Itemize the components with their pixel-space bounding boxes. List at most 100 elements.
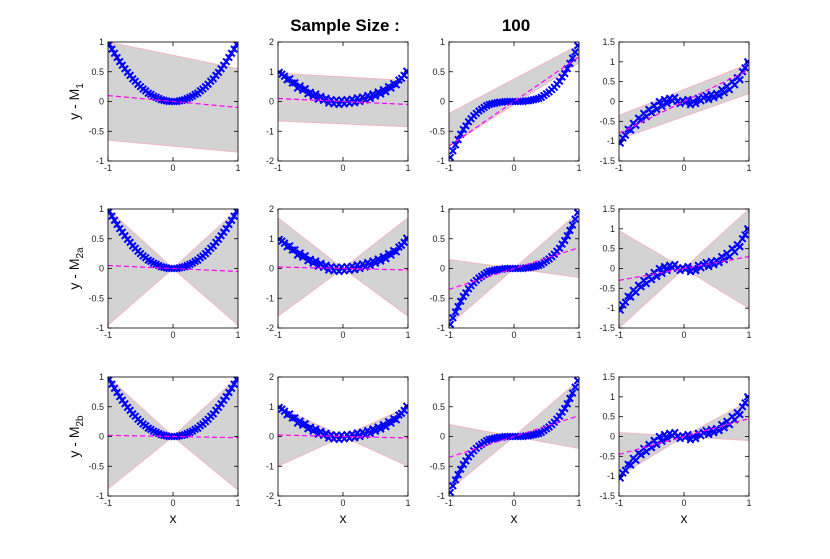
row-label-1: y - M1 xyxy=(66,83,86,120)
panel-r1-c3: -1 -0.5 0 0.5 1 -1 0 1 xyxy=(429,37,581,173)
uncertainty-band xyxy=(449,44,579,147)
data-point xyxy=(311,90,320,98)
data-point xyxy=(113,53,122,62)
y-tick-label: 1 xyxy=(610,57,615,67)
y-tick-label: -1 xyxy=(266,293,274,303)
x-tick-label: -1 xyxy=(445,330,453,340)
x-tick-label: -1 xyxy=(104,498,112,508)
panel-r3-c1: -1 -0.5 0 0.5 1 -1 0 1 x xyxy=(88,372,240,526)
data-point xyxy=(113,388,122,397)
data-point xyxy=(704,430,713,439)
fit-line xyxy=(278,434,408,439)
data-point xyxy=(371,259,380,268)
x-tick-label: -1 xyxy=(445,163,453,173)
y-tick-label: 2 xyxy=(269,37,274,47)
y-tick-label: 0 xyxy=(440,97,445,107)
y-tick-label: 0 xyxy=(269,264,274,274)
panel-r1-c1: -1 -0.5 0 0.5 1 -1 0 1 xyxy=(88,37,240,173)
data-point xyxy=(230,212,238,221)
data-point xyxy=(565,394,574,403)
data-point xyxy=(663,99,672,108)
row-label-3: y - M2b xyxy=(66,415,86,458)
data-point xyxy=(741,230,749,239)
x-tick-label: 1 xyxy=(235,330,240,340)
data-point xyxy=(571,383,579,392)
y-tick-label: -1.5 xyxy=(599,491,615,501)
data-point xyxy=(683,430,692,439)
data-point xyxy=(402,402,408,411)
y-tick-label: -1 xyxy=(96,156,104,166)
data-point xyxy=(311,257,320,265)
data-point xyxy=(456,297,465,306)
data-point xyxy=(230,45,238,54)
y-tick-label: 0 xyxy=(610,264,615,274)
y-tick-label: -1 xyxy=(607,303,615,313)
x-tick-label: 0 xyxy=(681,498,686,508)
x-tick-label: -1 xyxy=(104,163,112,173)
data-point xyxy=(573,42,579,50)
data-point xyxy=(555,77,564,86)
data-point xyxy=(108,212,116,221)
y-tick-label: -1 xyxy=(96,323,104,333)
fit-line xyxy=(449,247,579,290)
scatter-points xyxy=(619,224,749,315)
data-point xyxy=(691,266,700,275)
data-point xyxy=(568,389,577,397)
y-tick-label: -1 xyxy=(437,491,445,501)
x-tick-label: 0 xyxy=(511,330,516,340)
data-point xyxy=(454,302,463,311)
data-point xyxy=(322,429,331,438)
x-axis-label: x xyxy=(340,510,347,526)
x-tick-label: 1 xyxy=(405,330,410,340)
uncertainty-band xyxy=(108,42,238,153)
y-tick-label: 1.5 xyxy=(602,204,615,214)
panels-group: -1 -0.5 0 0.5 1 -1 0 1 -1 -0.5 0 0.5 1 -1 0 1 -1 -0.5 0 0.5… xyxy=(66,37,752,526)
data-point xyxy=(381,87,390,96)
data-point xyxy=(652,105,661,114)
y-tick-label: 1 xyxy=(99,37,104,47)
data-point xyxy=(571,215,579,224)
y-tick-label: 0 xyxy=(99,432,104,442)
y-tick-label: 0 xyxy=(269,97,274,107)
data-point xyxy=(573,209,579,217)
data-point xyxy=(110,384,119,393)
y-tick-label: -2 xyxy=(266,491,274,501)
data-point xyxy=(735,75,744,84)
x-tick-label: -1 xyxy=(445,498,453,508)
data-point xyxy=(376,90,385,98)
y-tick-label: -0.5 xyxy=(88,126,104,136)
data-point xyxy=(290,78,299,87)
data-point xyxy=(735,410,744,419)
x-tick-label: 0 xyxy=(340,163,345,173)
y-tick-label: 0 xyxy=(99,97,104,107)
data-point xyxy=(400,71,408,80)
scatter-points xyxy=(278,234,408,276)
y-tick-label: -1.5 xyxy=(599,323,615,333)
data-point xyxy=(456,465,465,474)
data-point xyxy=(301,251,310,260)
data-point xyxy=(296,82,305,90)
data-point xyxy=(715,91,724,100)
data-point xyxy=(741,63,749,72)
data-point xyxy=(224,53,233,62)
x-tick-label: -1 xyxy=(615,163,623,173)
data-point xyxy=(652,440,661,449)
data-point xyxy=(387,419,396,428)
data-point xyxy=(400,238,408,247)
data-point xyxy=(449,481,457,490)
y-tick-label: -0.5 xyxy=(599,451,615,461)
x-tick-label: 1 xyxy=(235,498,240,508)
row-label-2: y - M2a xyxy=(66,247,86,290)
data-point xyxy=(449,313,457,322)
data-point xyxy=(655,97,664,106)
x-tick-label: -1 xyxy=(615,498,623,508)
y-tick-label: 0.5 xyxy=(432,234,445,244)
data-point xyxy=(449,320,455,328)
y-tick-label: -0.5 xyxy=(88,461,104,471)
scatter-points xyxy=(278,402,408,444)
data-point xyxy=(322,261,331,270)
x-tick-label: -1 xyxy=(274,330,282,340)
